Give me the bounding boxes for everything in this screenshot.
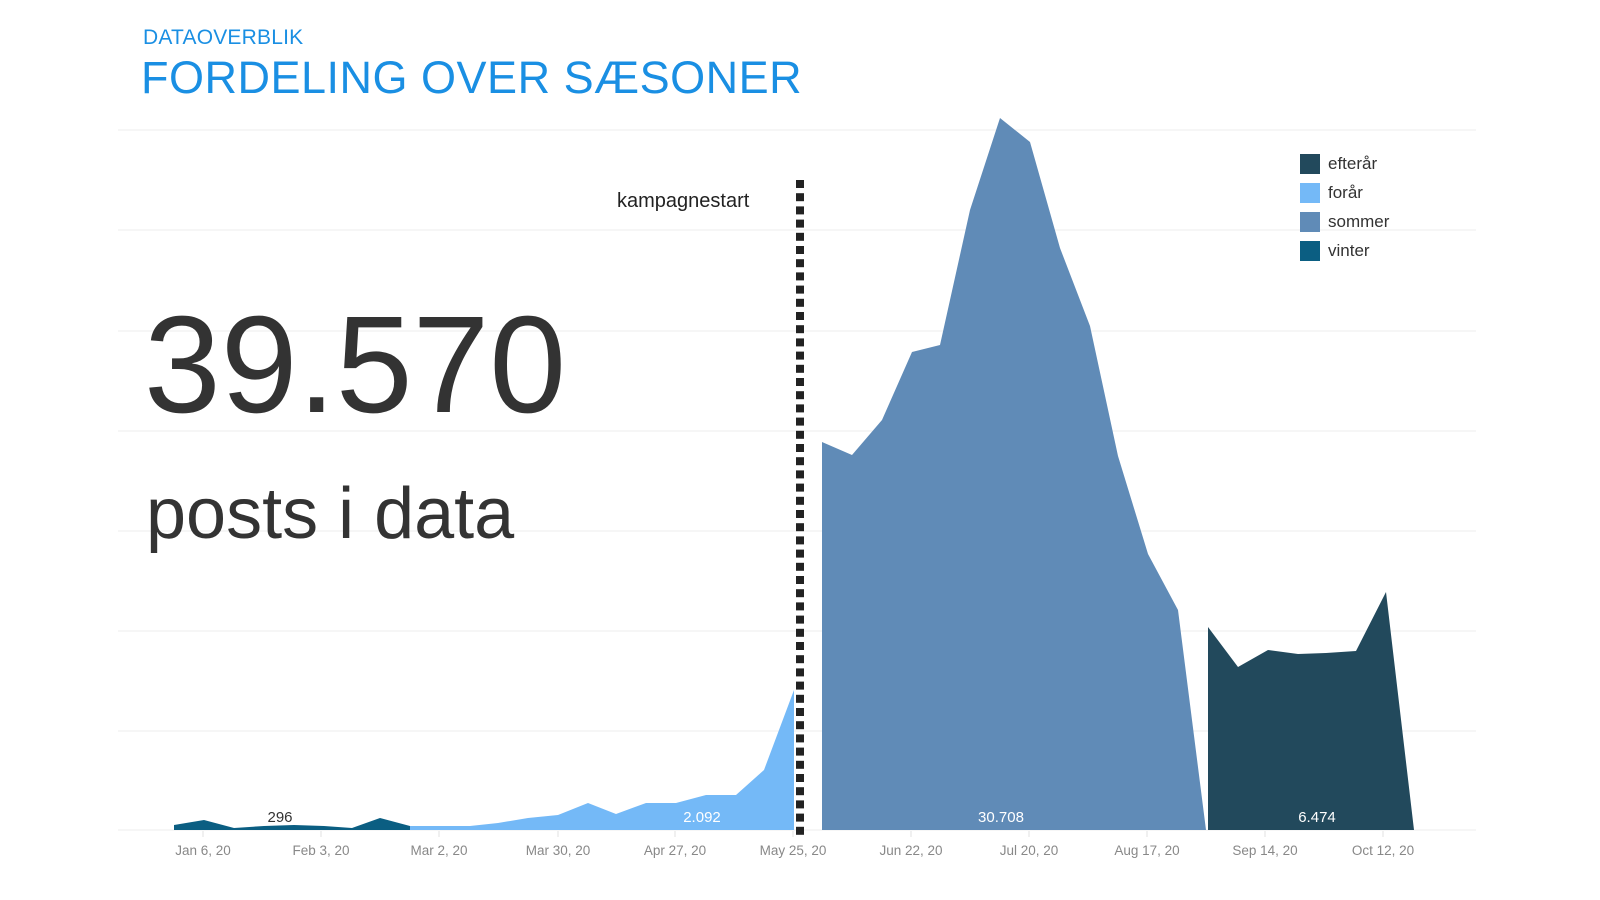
x-tick-label: Jul 20, 20 (1000, 843, 1059, 858)
season-total-label: 2.092 (683, 809, 721, 826)
area-efterar (1208, 592, 1414, 830)
area-vinter (174, 818, 410, 830)
kpi-label: posts i data (146, 474, 515, 554)
swatch-icon (1300, 240, 1320, 261)
x-tick-label: May 25, 20 (760, 843, 827, 858)
legend-item-vinter[interactable]: vinter (1300, 236, 1389, 265)
x-tick-label: Feb 3, 20 (292, 843, 349, 858)
area-forar (410, 690, 794, 830)
legend-item-sommer[interactable]: sommer (1300, 207, 1389, 236)
page-title: FORDELING OVER SÆSONER (141, 52, 803, 103)
legend: efterår forår sommer vinter (1300, 149, 1389, 265)
x-tick-label: Jan 6, 20 (175, 843, 231, 858)
swatch-icon (1300, 182, 1320, 203)
kpi-value: 39.570 (144, 288, 567, 442)
page-kicker: DATAOVERBLIK (143, 26, 304, 49)
campaign-start-line (796, 180, 804, 835)
legend-label: sommer (1328, 211, 1390, 231)
x-tick-label: Jun 22, 20 (879, 843, 942, 858)
swatch-icon (1300, 211, 1320, 232)
x-tick-label: Aug 17, 20 (1114, 843, 1179, 858)
season-total-label: 296 (267, 809, 292, 826)
legend-label: forår (1328, 182, 1363, 202)
area-sommer (822, 118, 1206, 830)
campaign-start-label: kampagnestart (617, 190, 750, 212)
legend-label: efterår (1328, 153, 1378, 173)
season-total-label: 30.708 (978, 809, 1024, 826)
season-total-label: 6.474 (1298, 809, 1336, 826)
x-tick-label: Mar 2, 20 (410, 843, 467, 858)
x-axis: Jan 6, 20 Feb 3, 20 Mar 2, 20 Mar 30, 20 Apr… (175, 831, 1414, 858)
x-tick-label: Oct 12, 20 (1352, 843, 1414, 858)
legend-item-efterar[interactable]: efterår (1300, 149, 1389, 178)
season-total-labels: 296 2.092 30.708 6.474 (267, 809, 1335, 826)
season-areas (174, 118, 1414, 830)
legend-label: vinter (1328, 240, 1370, 260)
swatch-icon (1300, 153, 1320, 174)
x-tick-label: Mar 30, 20 (526, 843, 591, 858)
legend-item-forar[interactable]: forår (1300, 178, 1389, 207)
x-tick-label: Sep 14, 20 (1232, 843, 1297, 858)
x-tick-label: Apr 27, 20 (644, 843, 706, 858)
